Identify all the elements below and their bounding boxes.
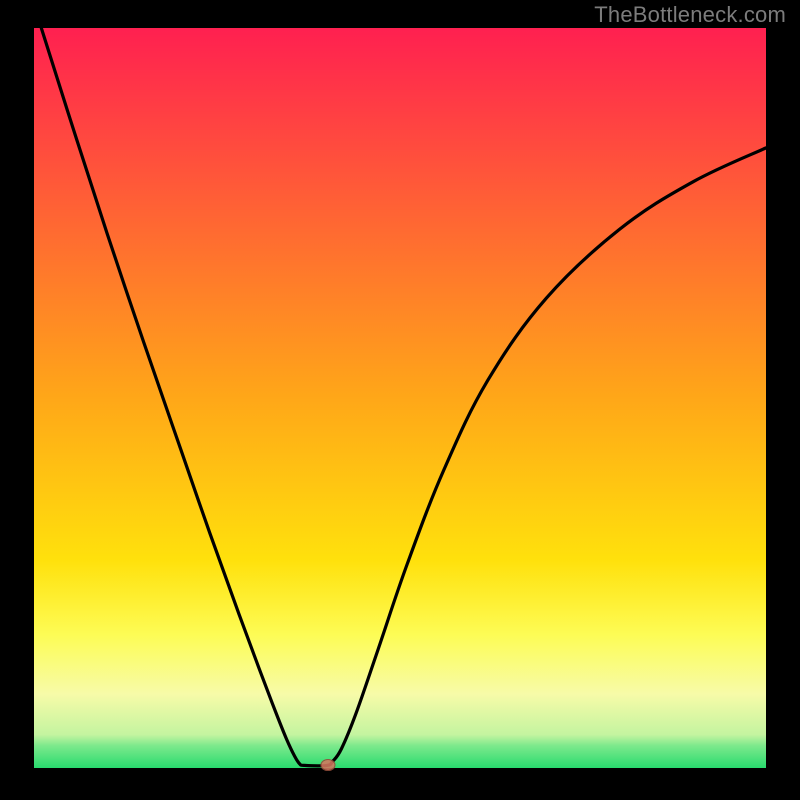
optimal-point-marker (321, 759, 336, 771)
outer-border-bottom (0, 768, 800, 800)
watermark-text: TheBottleneck.com (594, 2, 786, 28)
plot-background-gradient (34, 28, 766, 768)
outer-border-right (766, 0, 800, 800)
chart-container: TheBottleneck.com (0, 0, 800, 800)
outer-border-left (0, 0, 34, 800)
